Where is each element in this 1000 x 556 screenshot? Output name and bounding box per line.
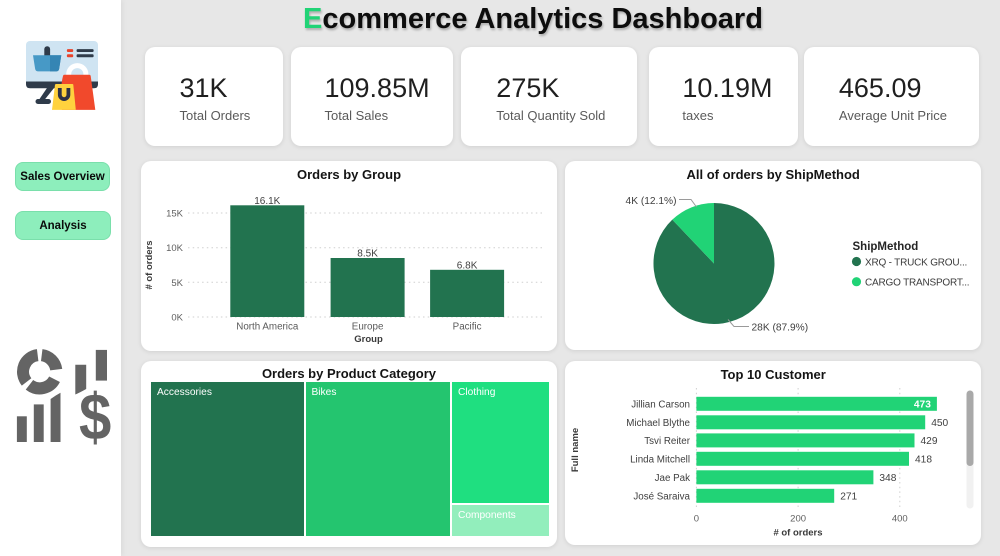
svg-text:348: 348 — [879, 473, 896, 484]
svg-text:Jillian Carson: Jillian Carson — [631, 400, 690, 411]
svg-text:429: 429 — [921, 436, 938, 447]
svg-text:Tsvi Reiter: Tsvi Reiter — [644, 436, 690, 447]
svg-text:0K: 0K — [171, 313, 183, 324]
svg-text:400: 400 — [892, 514, 908, 525]
svg-text:XRQ - TRUCK GROU...: XRQ - TRUCK GROU... — [865, 258, 967, 269]
svg-text:200: 200 — [790, 514, 806, 525]
svg-text:José Saraiva: José Saraiva — [633, 492, 690, 503]
svg-text:5K: 5K — [171, 278, 183, 289]
svg-text:CARGO TRANSPORT...: CARGO TRANSPORT... — [865, 278, 969, 289]
svg-text:0: 0 — [694, 514, 699, 525]
svg-text:4K (12.1%): 4K (12.1%) — [626, 196, 677, 207]
svg-text:8.5K: 8.5K — [357, 249, 378, 260]
svg-text:450: 450 — [931, 418, 948, 429]
svg-text:Jae Pak: Jae Pak — [655, 473, 691, 484]
svg-text:473: 473 — [914, 400, 931, 411]
svg-text:15K: 15K — [166, 209, 184, 220]
svg-text:28K (87.9%): 28K (87.9%) — [752, 323, 809, 334]
svg-text:Michael Blythe: Michael Blythe — [626, 418, 690, 429]
svg-text:Group: Group — [354, 334, 383, 345]
svg-text:Linda Mitchell: Linda Mitchell — [630, 455, 690, 466]
svg-text:16.1K: 16.1K — [254, 196, 280, 207]
svg-text:Pacific: Pacific — [453, 322, 482, 333]
svg-text:Europe: Europe — [352, 322, 384, 333]
svg-text:$: $ — [79, 381, 111, 446]
svg-text:# of orders: # of orders — [773, 528, 822, 539]
svg-text:Full name: Full name — [570, 428, 581, 472]
svg-text:ShipMethod: ShipMethod — [853, 241, 919, 253]
svg-text:10K: 10K — [166, 243, 184, 254]
svg-text:6.8K: 6.8K — [457, 260, 478, 271]
svg-text:271: 271 — [840, 492, 857, 503]
svg-text:# of orders: # of orders — [144, 240, 155, 289]
svg-text:418: 418 — [915, 455, 932, 466]
svg-text:North America: North America — [236, 322, 299, 333]
